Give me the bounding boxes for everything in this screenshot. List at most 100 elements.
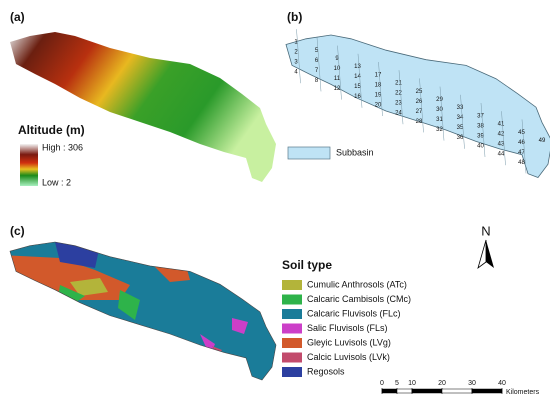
scale-label: 5 — [395, 380, 399, 387]
north-arrow: N — [477, 223, 494, 270]
subbasin-border — [439, 86, 445, 141]
legend-item: Calcic Luvisols (LVk) — [307, 352, 390, 362]
subbasin-label: 27 — [416, 109, 423, 115]
scale-label: 40 — [498, 380, 506, 387]
subbasin-label: 16 — [354, 94, 361, 100]
subbasin-label: 26 — [416, 99, 423, 105]
subbasin-label: 31 — [436, 117, 443, 123]
subbasin-label: 49 — [539, 138, 546, 144]
panel-label: (c) — [10, 224, 25, 238]
subbasin-label: 2 — [294, 50, 298, 56]
subbasin-label: 12 — [334, 86, 341, 92]
panel-label: (a) — [10, 10, 25, 24]
subbasin-label: 41 — [498, 122, 505, 128]
legend-swatch — [282, 323, 302, 334]
subbasin-labels: 1234567891011121314151617181920212223242… — [294, 40, 546, 166]
subbasin-label: 8 — [315, 78, 319, 84]
subbasin-label: 29 — [436, 97, 443, 103]
legend-item: Calcaric Cambisols (CMc) — [307, 294, 411, 304]
subbasin-label: 20 — [375, 102, 382, 108]
subbasin-label: 35 — [457, 125, 464, 131]
legend-swatch — [282, 367, 302, 377]
subbasin-label: 28 — [416, 119, 423, 125]
altitude-ramp — [20, 144, 38, 186]
scale-label: 0 — [380, 380, 384, 387]
subbasin-label: 4 — [294, 70, 298, 76]
subbasin-label: 36 — [457, 135, 464, 141]
subbasin-label: 46 — [518, 140, 525, 146]
subbasin-label: 1 — [294, 40, 298, 46]
subbasin-border — [337, 45, 342, 100]
legend-item: Subbasin — [336, 147, 374, 157]
subbasin-label: 30 — [436, 107, 443, 113]
subbasin-label: 38 — [477, 123, 484, 129]
subbasin-label: 22 — [395, 91, 402, 97]
subbasin-border — [378, 61, 383, 117]
subbasin-border — [296, 29, 301, 84]
subbasin-label: 18 — [375, 82, 382, 88]
subbasin-label: 9 — [335, 56, 339, 62]
subbasin-border — [480, 102, 486, 158]
subbasin-label: 48 — [518, 160, 525, 166]
soil-map — [10, 242, 276, 380]
scale-segment — [396, 388, 413, 394]
subbasin-label: 6 — [315, 58, 319, 64]
subbasin-label: 43 — [498, 142, 505, 148]
subbasin-label: 37 — [477, 113, 484, 119]
subbasin-label: 45 — [518, 130, 525, 136]
scale-segment — [471, 388, 503, 394]
legend-swatch — [282, 309, 302, 319]
subbasin-label: 25 — [416, 89, 423, 95]
subbasin-label: 17 — [375, 72, 382, 78]
subbasin-border — [521, 119, 527, 174]
subbasin-label: 42 — [498, 132, 505, 138]
subbasin-label: 32 — [436, 127, 443, 133]
scale-segment — [411, 388, 443, 394]
subbasin-label: 23 — [395, 101, 402, 107]
panel-label: (b) — [287, 10, 302, 24]
legend-swatch — [282, 338, 302, 348]
legend-swatch — [282, 294, 302, 305]
subbasin-border — [501, 111, 506, 166]
subbasin-label: 7 — [315, 68, 319, 74]
legend-title: Soil type — [282, 258, 332, 272]
subbasin-label: 11 — [334, 76, 341, 82]
legend-item: Regosols — [307, 366, 345, 376]
scale-label: 30 — [468, 380, 476, 387]
subbasin-border — [398, 70, 404, 125]
subbasin-border — [316, 37, 322, 92]
subbasin-border — [419, 78, 424, 133]
subbasin-label: 13 — [354, 64, 361, 70]
legend-low: Low : 2 — [42, 177, 71, 187]
scale-segment — [441, 388, 473, 394]
subbasin-label: 44 — [498, 152, 505, 158]
subbasin-label: 34 — [457, 115, 464, 121]
legend-item: Cumulic Anthrosols (ATc) — [307, 279, 407, 289]
legend-swatch — [282, 280, 302, 290]
subbasin-label: 24 — [395, 111, 402, 117]
basin-altitude — [10, 32, 276, 182]
scale-label: 10 — [408, 380, 416, 387]
soil-patch — [232, 318, 248, 334]
subbasin-label: 10 — [334, 66, 341, 72]
subbasin-border — [357, 53, 363, 108]
basin-outline — [9, 241, 277, 381]
subbasin-swatch — [287, 146, 331, 160]
subbasin-label: 39 — [477, 133, 484, 139]
subbasin-label: 40 — [477, 143, 484, 149]
legend-high: High : 306 — [42, 142, 83, 152]
subbasin-label: 19 — [375, 92, 382, 98]
subbasin-label: 33 — [457, 105, 464, 111]
scale-segment — [381, 388, 398, 394]
legend-title: Altitude (m) — [18, 123, 85, 137]
soil-patch — [70, 278, 108, 296]
subbasin-label: 14 — [354, 74, 361, 80]
subbasin-label: 15 — [354, 84, 361, 90]
subbasin-border — [460, 94, 465, 149]
subbasin-label: 47 — [518, 150, 525, 156]
legend-item: Salic Fluvisols (FLs) — [307, 323, 388, 333]
legend-item: Gleyic Luvisols (LVg) — [307, 337, 391, 347]
north-label: N — [481, 223, 490, 238]
